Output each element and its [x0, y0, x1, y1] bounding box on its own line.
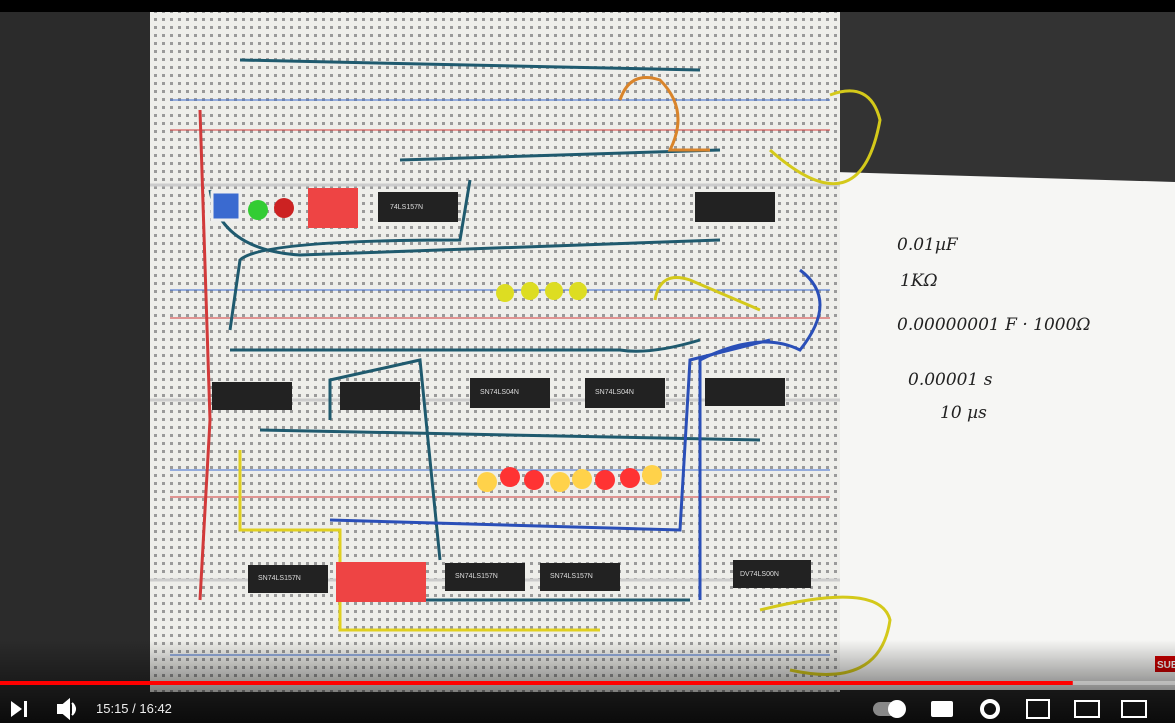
time-display: 15:15 / 16:42	[96, 701, 172, 716]
next-button[interactable]	[11, 701, 27, 717]
volume-button[interactable]	[57, 697, 76, 721]
subtitles-button[interactable]	[931, 701, 953, 717]
cast-button[interactable]	[1121, 700, 1147, 718]
chip-label: SN74LS157N	[455, 573, 498, 580]
controls: 15:15 / 16:42	[11, 697, 1147, 721]
autoplay-knob	[888, 700, 906, 718]
chips	[212, 188, 811, 602]
progress-played	[0, 681, 1073, 685]
handwritten-note: 0.00001 s	[908, 370, 993, 390]
miniplayer-button[interactable]	[1026, 699, 1050, 719]
leds	[210, 190, 662, 492]
handwritten-note: 10 µs	[940, 403, 987, 423]
theater-button[interactable]	[1074, 700, 1100, 718]
wires	[198, 58, 892, 676]
paper	[835, 172, 1175, 690]
handwritten-note: 0.00000001 F · 1000Ω	[897, 315, 1091, 335]
chip-label: DV74LS00N	[740, 571, 779, 578]
handwritten-note: 1KΩ	[900, 271, 938, 291]
table-dark	[840, 12, 1175, 182]
handwritten-note: 0.01µF	[897, 235, 959, 255]
chip-label: SN74LS04N	[480, 389, 519, 396]
top-strip	[0, 0, 1175, 12]
chip-label: SN74LS04N	[595, 389, 634, 396]
settings-button[interactable]	[980, 699, 1000, 719]
chip-label: SN74LS157N	[550, 573, 593, 580]
chip-label: 74LS157N	[390, 204, 423, 211]
chip-label: SN74LS157N	[258, 575, 301, 582]
